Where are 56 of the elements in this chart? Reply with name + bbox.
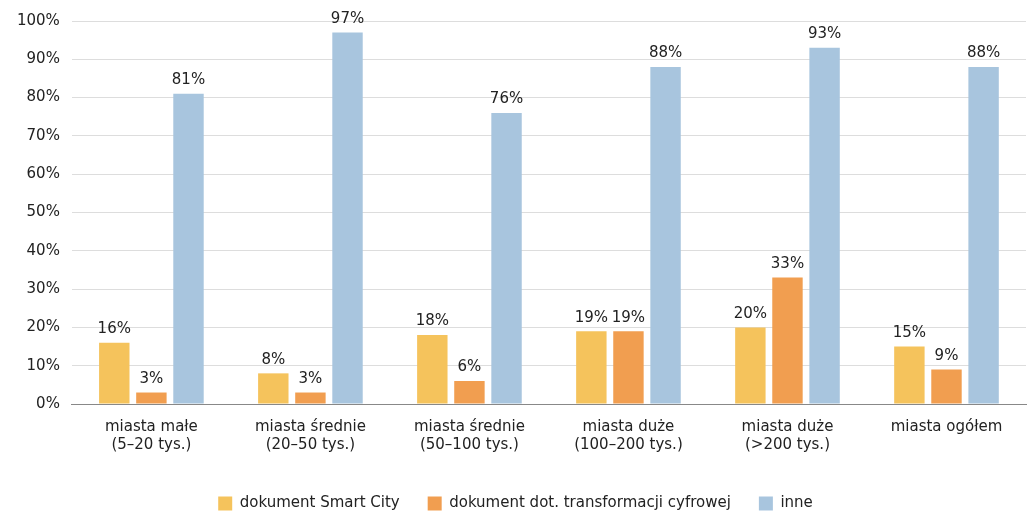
- bar: [491, 112, 522, 404]
- bar: [576, 331, 607, 404]
- y-tick-label: 10%: [26, 355, 60, 374]
- data-label: 9%: [934, 345, 959, 364]
- bar: [258, 373, 289, 404]
- data-label: 76%: [489, 89, 524, 108]
- bar: [173, 93, 204, 404]
- y-tick-label: 40%: [26, 240, 60, 259]
- y-tick-label: 50%: [26, 202, 60, 221]
- data-label: 3%: [139, 368, 164, 387]
- data-label: 88%: [648, 43, 683, 62]
- data-label: 6%: [457, 357, 482, 376]
- bar: [650, 66, 681, 404]
- bar: [894, 346, 925, 404]
- data-label: 88%: [966, 43, 1001, 62]
- x-tick-label: miasta średnie (20–50 tys.): [254, 416, 366, 453]
- bar: [99, 342, 130, 404]
- y-tick-label: 90%: [26, 49, 60, 68]
- bar: [613, 331, 644, 404]
- bar: [417, 335, 448, 404]
- y-tick-label: 80%: [26, 87, 60, 106]
- x-tick-label: miasta średnie (50–100 tys.): [413, 416, 525, 453]
- legend-label: dokument dot. transformacji cyfrowej: [449, 493, 731, 512]
- data-label: 19%: [574, 307, 609, 326]
- data-label: 97%: [330, 8, 365, 27]
- bar: [735, 327, 766, 404]
- data-label: 16%: [97, 319, 131, 338]
- bar: [136, 392, 167, 404]
- bar: [772, 277, 803, 404]
- y-tick-label: 0%: [36, 393, 60, 412]
- y-tick-label: 100%: [16, 10, 60, 29]
- y-tick-label: 20%: [26, 317, 60, 336]
- data-label: 81%: [171, 70, 206, 89]
- data-label: 15%: [892, 322, 927, 341]
- y-tick-label: 60%: [26, 164, 60, 183]
- y-tick-label: 70%: [26, 125, 60, 144]
- legend-label: inne: [780, 493, 813, 512]
- data-label: 33%: [770, 254, 805, 272]
- data-label: 93%: [807, 24, 842, 43]
- bar: [809, 47, 840, 404]
- data-label: 8%: [261, 349, 286, 368]
- bar: [931, 369, 962, 404]
- x-tick-label: miasta małe (5–20 tys.): [104, 416, 198, 453]
- x-tick-label: miasta duże (>200 tys.): [741, 416, 834, 453]
- data-label: 3%: [298, 368, 323, 387]
- bar: [295, 392, 326, 404]
- data-label: 19%: [611, 307, 646, 326]
- legend-label: dokument Smart City: [239, 493, 400, 512]
- bar: [968, 66, 999, 404]
- data-label: 18%: [415, 311, 449, 330]
- x-tick-label: miasta duże (100–200 tys.): [574, 416, 683, 453]
- bar: [332, 32, 363, 404]
- data-label: 20%: [733, 303, 768, 322]
- x-tick-label: miasta ogółem: [890, 416, 1003, 435]
- bar: [454, 381, 485, 404]
- y-tick-label: 30%: [26, 278, 60, 297]
